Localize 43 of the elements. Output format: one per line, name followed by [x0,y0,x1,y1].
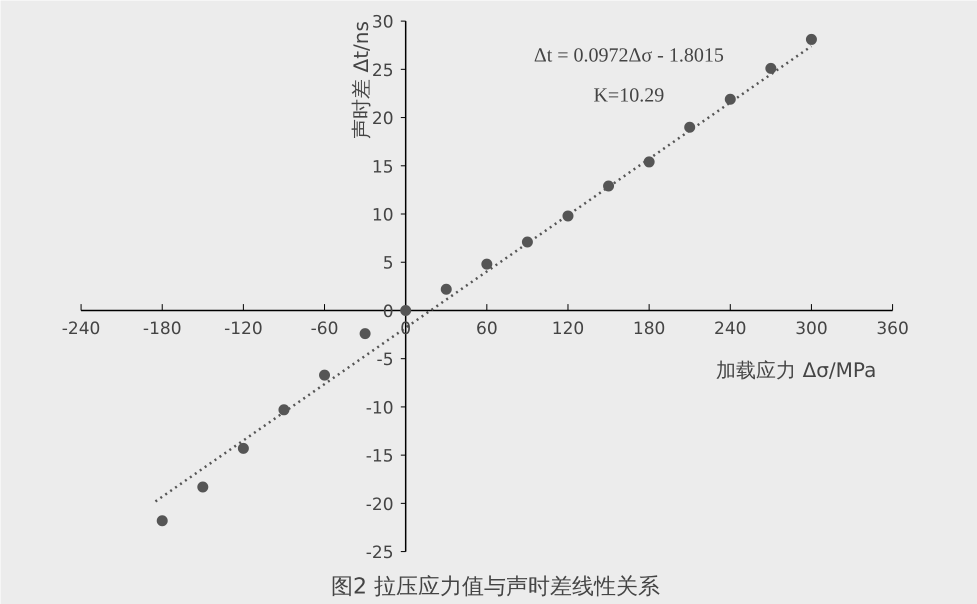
x-tick-label: 360 [876,319,909,340]
point [278,404,290,416]
point [360,328,371,340]
x-tick-label: 180 [632,319,666,340]
annotation: K=10.29 [593,84,664,106]
y-tick-label: -25 [366,543,394,564]
point [440,284,452,295]
x-tick-label: 60 [476,319,498,340]
point [481,258,492,270]
point [197,481,208,492]
y-tick-label: 10 [372,206,394,226]
point [724,94,736,105]
x-tick-label: 300 [795,319,828,340]
y-tick-label: -5 [376,350,394,370]
x-tick-label: 240 [714,319,747,340]
y-tick-label: 20 [372,109,394,130]
y-tick-label: 25 [372,60,394,81]
x-tick-label: -240 [62,319,100,340]
point [238,442,249,454]
y-tick-label: 30 [372,12,394,33]
y-axis-title: 声时差 Δt/ns [349,21,374,139]
point [806,34,817,45]
x-tick-label: -60 [310,319,338,340]
y-tick-label: 5 [382,254,394,274]
y-tick-label: -10 [366,398,394,418]
point [765,62,776,74]
x-tick-label: 120 [552,319,584,340]
point [156,515,168,526]
point [522,236,533,248]
point [562,210,574,222]
point [644,156,655,168]
y-tick-label: -20 [366,494,394,515]
y-tick-label: -15 [366,446,394,467]
y-tick-label: 15 [372,157,394,178]
x-axis-title: 加载应力 Δσ/MPa [716,358,876,382]
x-tick-label: -120 [224,319,263,340]
point [319,370,330,381]
point [684,122,696,133]
point [603,180,614,192]
annotation: Δt = 0.0972Δσ - 1.8015 [534,44,724,67]
x-tick-label: -180 [142,319,182,340]
point [400,304,412,316]
text: 图2 拉压应力值与声时差线性关系 [331,574,660,600]
